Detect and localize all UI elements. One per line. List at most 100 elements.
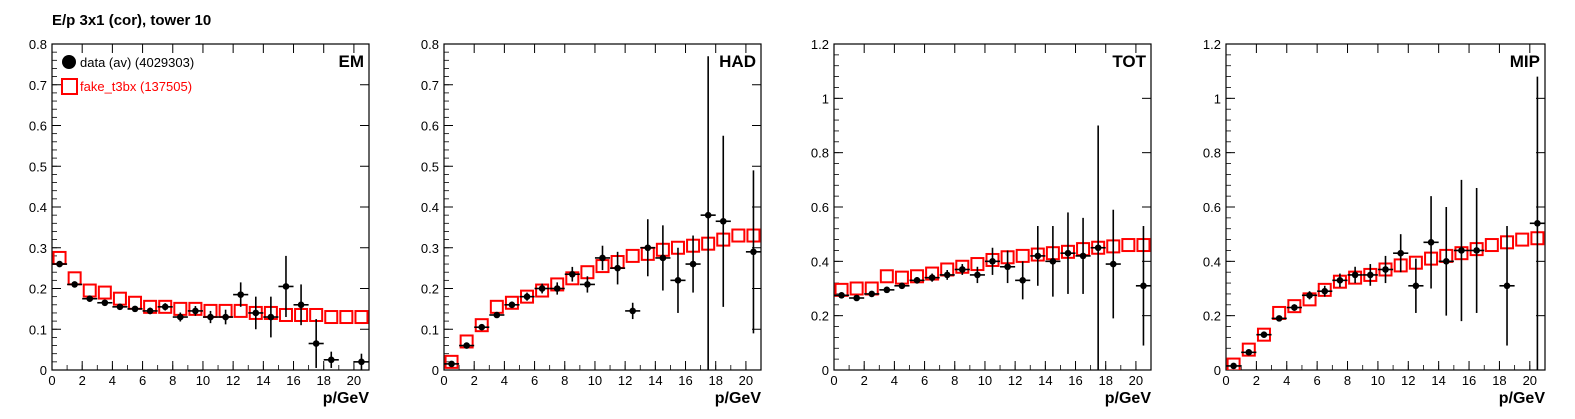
data-marker (237, 291, 244, 298)
x-tick-label: 16 (1462, 373, 1476, 388)
data-marker (898, 282, 906, 290)
data-marker (1412, 282, 1420, 290)
fake-marker (894, 270, 909, 285)
data-marker (448, 360, 455, 368)
y-tick-label: 0.6 (29, 119, 47, 134)
data-marker (569, 270, 576, 278)
data-marker (297, 301, 305, 309)
y-tick-label: 0.1 (421, 322, 439, 337)
x-tick-label: 18 (1492, 373, 1506, 388)
data-marker (599, 254, 606, 262)
data-marker (1291, 304, 1298, 311)
data-marker (959, 266, 966, 273)
data-marker (1019, 277, 1026, 284)
data-marker (1049, 258, 1057, 265)
page-title: E/p 3x1 (cor), tower 10 (52, 12, 212, 29)
x-tick-label: 8 (561, 373, 568, 388)
data-marker (86, 295, 94, 302)
data-marker (538, 285, 546, 292)
x-tick-label: 20 (739, 373, 753, 388)
data-marker (192, 307, 199, 315)
data-marker (943, 271, 951, 279)
legend-data-label: data (av) (4029303) (80, 55, 194, 70)
x-tick-label: 14 (1038, 373, 1052, 388)
data-marker (252, 309, 260, 317)
x-tick-label: 12 (1008, 373, 1022, 388)
data-marker (674, 277, 682, 284)
x-axis-label: p/GeV (1105, 390, 1152, 407)
x-tick-label: 20 (1523, 373, 1537, 388)
fake-marker (474, 318, 489, 333)
data-marker (1534, 220, 1541, 227)
fake-marker (504, 295, 519, 310)
data-marker (1004, 263, 1011, 271)
data-marker (1321, 287, 1329, 295)
x-tick-label: 18 (1098, 373, 1112, 388)
x-tick-label: 2 (1253, 373, 1260, 388)
y-tick-label: 1.2 (1203, 37, 1221, 52)
y-tick-label: 0.5 (29, 159, 47, 174)
data-marker (1367, 271, 1374, 279)
fake-marker (112, 291, 127, 306)
y-tick-label: 0.8 (1203, 146, 1221, 161)
y-tick-label: 0.4 (421, 200, 439, 215)
y-tick-label: 1 (1214, 91, 1221, 106)
y-tick-label: 0.8 (29, 37, 47, 52)
x-tick-label: 8 (169, 373, 176, 388)
data-marker (1458, 247, 1465, 254)
x-tick-label: 16 (1068, 373, 1082, 388)
data-marker (1336, 277, 1344, 284)
y-tick-label: 0.7 (421, 78, 439, 93)
x-tick-label: 20 (1129, 373, 1143, 388)
data-marker (1427, 239, 1435, 246)
fake-marker (489, 299, 504, 314)
data-marker (71, 281, 78, 288)
x-tick-label: 0 (440, 373, 447, 388)
data-marker (1442, 258, 1450, 265)
data-marker (478, 323, 486, 331)
data-marker (689, 260, 697, 268)
data-marker (1382, 266, 1389, 273)
x-tick-label: 4 (891, 373, 898, 388)
x-tick-label: 10 (978, 373, 992, 388)
x-tick-label: 0 (830, 373, 837, 388)
data-marker (1109, 260, 1117, 268)
data-marker (553, 285, 561, 292)
y-tick-label: 0 (432, 363, 439, 378)
data-marker (207, 313, 214, 321)
x-tick-label: 12 (618, 373, 632, 388)
plot-frame (833, 43, 1152, 371)
data-marker (1094, 244, 1102, 252)
data-marker (853, 294, 860, 302)
x-tick-label: 18 (708, 373, 722, 388)
data-marker (584, 281, 591, 288)
x-axis-label: p/GeV (1499, 390, 1546, 407)
x-tick-label: 4 (501, 373, 508, 388)
y-tick-label: 0.6 (421, 119, 439, 134)
x-tick-label: 2 (861, 373, 868, 388)
data-marker (222, 313, 229, 321)
data-marker (913, 277, 921, 284)
data-marker (1306, 291, 1313, 299)
x-axis-label: p/GeV (715, 390, 762, 407)
data-marker (116, 303, 124, 311)
fake-marker (444, 354, 459, 369)
y-tick-label: 0.8 (811, 146, 829, 161)
y-tick-label: 0.2 (29, 282, 47, 297)
x-tick-label: 16 (678, 373, 692, 388)
x-tick-label: 10 (1371, 373, 1385, 388)
y-tick-label: 0.3 (421, 241, 439, 256)
y-tick-label: 0.7 (29, 78, 47, 93)
chart-panel-tot: 0 0.2 0.4 0.6 0.8 1 1.2 0 2 4 6 8 10 12 14 16 18 20 p/GeV T… (811, 37, 1152, 407)
fake-marker (354, 310, 369, 325)
plot-data (834, 125, 1151, 370)
y-tick-label: 0.3 (29, 241, 47, 256)
x-tick-label: 8 (951, 373, 958, 388)
data-marker (523, 293, 531, 300)
x-tick-label: 18 (316, 373, 330, 388)
data-marker (614, 264, 621, 272)
data-marker (327, 356, 335, 364)
data-marker (1064, 249, 1072, 257)
fake-marker (849, 281, 864, 296)
